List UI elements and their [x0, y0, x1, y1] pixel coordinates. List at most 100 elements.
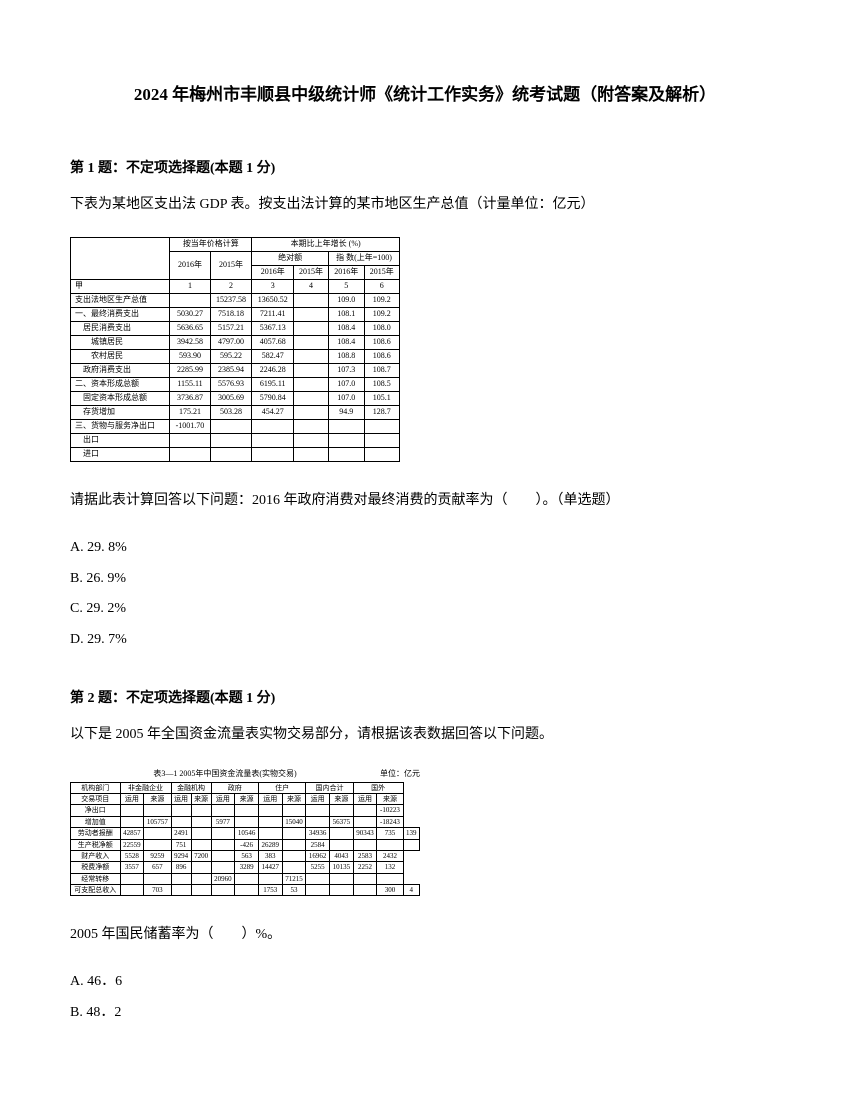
table-cell: 5636.65	[170, 321, 210, 335]
table-cell	[353, 839, 377, 850]
table-cell: 109.2	[364, 293, 400, 307]
table-cell: 20960	[211, 873, 235, 884]
table-cell: 107.0	[329, 377, 364, 391]
q2-prompt: 2005 年国民储蓄率为（ ）%。	[70, 921, 780, 949]
table-cell	[210, 447, 252, 461]
table-row-label: 政府消费支出	[71, 363, 170, 377]
t1-h-c2: 2015年	[294, 265, 329, 279]
table-header: 机构部门	[71, 782, 121, 793]
table-header: 交易项目	[71, 793, 121, 804]
table-cell: 896	[171, 862, 191, 873]
table-cell: 108.4	[329, 335, 364, 349]
table-cell: 593.90	[170, 349, 210, 363]
table-row-label: 增加值	[71, 816, 121, 827]
table-cell: 16962	[306, 850, 330, 861]
table-cell	[364, 419, 400, 433]
table-cell: 582.47	[252, 349, 294, 363]
t1-n1: 1	[170, 279, 210, 293]
table-cell	[144, 839, 171, 850]
table-row-label: 城镇居民	[71, 335, 170, 349]
table-row-label: 经常转移	[71, 873, 121, 884]
t1-n5: 5	[329, 279, 364, 293]
table-cell: 56375	[330, 816, 354, 827]
table-row-label: 进口	[71, 447, 170, 461]
table-row-label: 净出口	[71, 805, 121, 816]
table-cell	[211, 805, 235, 816]
table-header: 来源	[282, 793, 306, 804]
table-cell: 108.1	[329, 307, 364, 321]
table-cell	[306, 885, 330, 896]
table-header: 运用	[353, 793, 377, 804]
table-cell	[252, 447, 294, 461]
table-cell: 2385.94	[210, 363, 252, 377]
table-cell: 383	[258, 850, 282, 861]
t1-h-y1: 2016年	[170, 251, 210, 279]
table-cell: -18243	[377, 816, 403, 827]
table-cell	[144, 873, 171, 884]
table-cell: 34936	[306, 828, 330, 839]
table-cell: 657	[144, 862, 171, 873]
t1-h-c4: 2015年	[364, 265, 400, 279]
table-cell	[353, 873, 377, 884]
table-cell	[258, 828, 282, 839]
table-cell: 703	[144, 885, 171, 896]
table-cell: 108.4	[329, 321, 364, 335]
q1-table: 按当年价格计算 本期比上年增长 (%) 2016年 2015年 绝对额 指 数(…	[70, 237, 400, 462]
table-header: 金融机构	[171, 782, 211, 793]
q2-option-a: A. 46．6	[70, 967, 780, 998]
table-cell: 2285.99	[170, 363, 210, 377]
table-cell	[364, 447, 400, 461]
table-cell	[211, 839, 235, 850]
table-cell	[329, 433, 364, 447]
q1-header: 第 1 题：不定项选择题(本题 1 分)	[70, 156, 780, 181]
table-cell	[211, 828, 235, 839]
table-cell: 2252	[353, 862, 377, 873]
table-row-label: 农村居民	[71, 349, 170, 363]
table-cell: 2491	[171, 828, 191, 839]
table-cell	[191, 885, 211, 896]
table-cell	[211, 862, 235, 873]
table-cell	[171, 816, 191, 827]
table-cell: 5255	[306, 862, 330, 873]
table-row-label: 二、资本形成总额	[71, 377, 170, 391]
table-cell	[294, 363, 329, 377]
table-cell: 108.7	[364, 363, 400, 377]
table-row-label: 三、货物与服务净出口	[71, 419, 170, 433]
q1-option-a: A. 29. 8%	[70, 533, 780, 564]
table-cell	[211, 885, 235, 896]
table-cell	[235, 885, 259, 896]
table-cell: 107.0	[329, 391, 364, 405]
table-cell: 1155.11	[170, 377, 210, 391]
t1-h-s1: 绝对额	[252, 251, 329, 265]
table-cell	[171, 873, 191, 884]
table-cell	[330, 805, 354, 816]
table-cell	[171, 805, 191, 816]
table-cell: 5367.13	[252, 321, 294, 335]
table-header: 运用	[306, 793, 330, 804]
table-cell: 108.6	[364, 335, 400, 349]
q2-option-b: B. 48．2	[70, 998, 780, 1029]
table-cell: 42857	[120, 828, 144, 839]
table-row-label: 可支配总收入	[71, 885, 121, 896]
table-cell: 108.8	[329, 349, 364, 363]
table-row-label: 存货增加	[71, 405, 170, 419]
table-cell: 4043	[330, 850, 354, 861]
table-cell	[377, 873, 403, 884]
table-cell	[294, 447, 329, 461]
t1-jia: 甲	[71, 279, 170, 293]
table-header: 政府	[211, 782, 258, 793]
table-cell: 90343	[353, 828, 377, 839]
table-cell: 10546	[235, 828, 259, 839]
table-cell: 128.7	[364, 405, 400, 419]
table-cell	[306, 805, 330, 816]
table-cell	[191, 839, 211, 850]
table-header: 国外	[353, 782, 403, 793]
table-header: 国内合计	[306, 782, 353, 793]
table-cell: 175.21	[170, 405, 210, 419]
table-cell: -1001.70	[170, 419, 210, 433]
table-cell: 10135	[330, 862, 354, 873]
table-cell	[210, 419, 252, 433]
table-cell: 2583	[353, 850, 377, 861]
table-cell	[252, 433, 294, 447]
table-cell: 2246.28	[252, 363, 294, 377]
